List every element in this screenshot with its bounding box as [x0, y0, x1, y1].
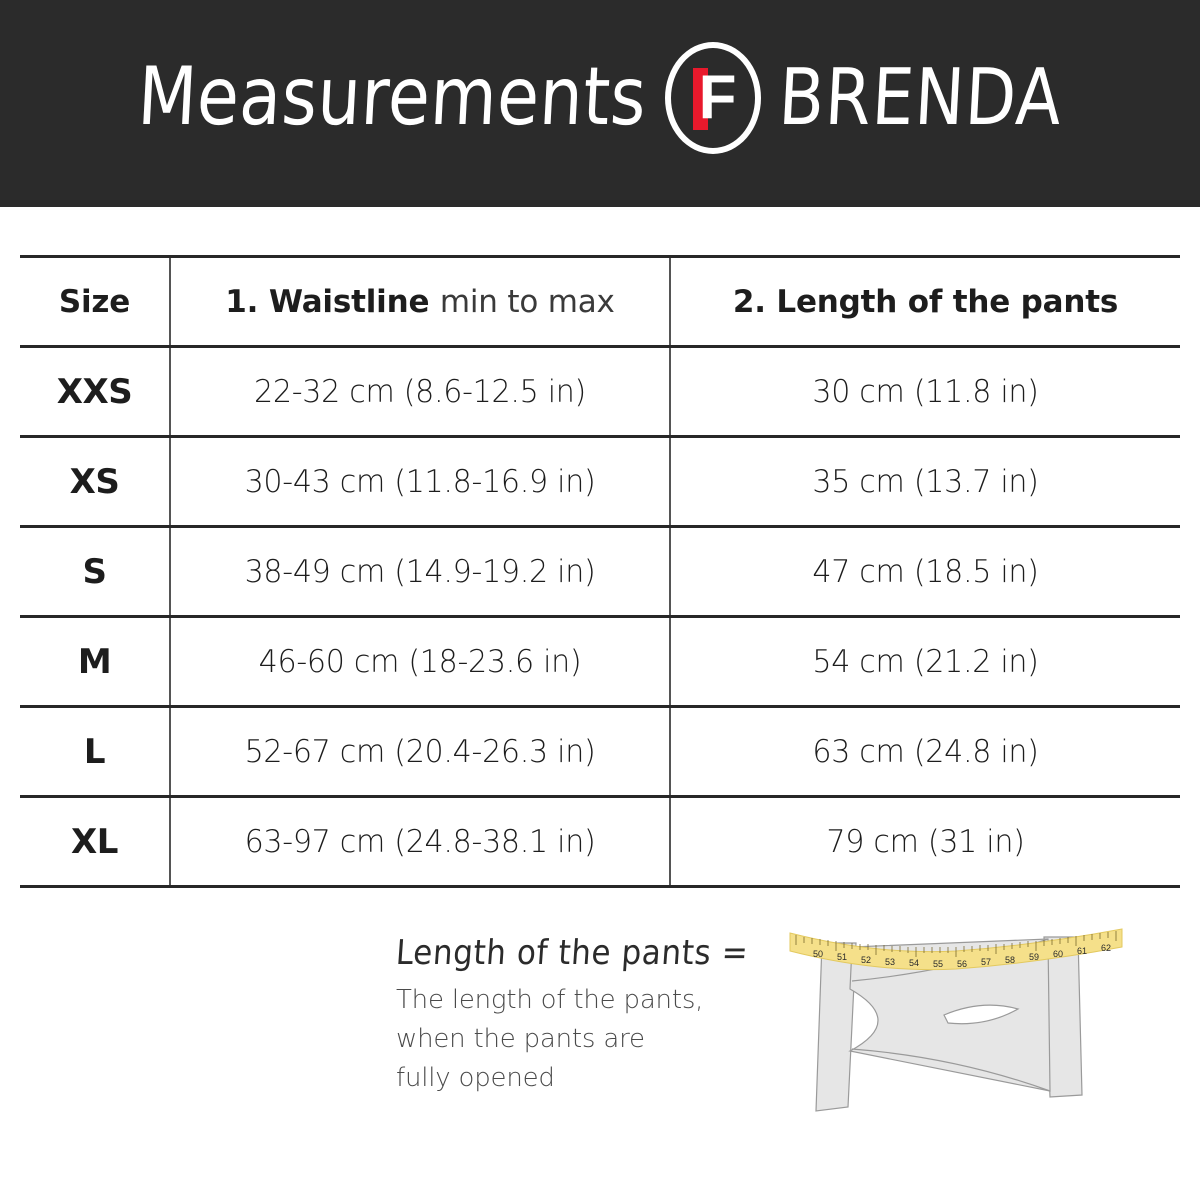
- table-row: XXS 22-32 cm (8.6-12.5 in) 30 cm (11.8 i…: [20, 345, 1180, 438]
- table-row: L 52-67 cm (20.4-26.3 in) 63 cm (24.8 in…: [20, 705, 1180, 798]
- tape-label: 50: [813, 949, 823, 959]
- tape-label: 59: [1029, 952, 1039, 962]
- table-header: Size 1. Waistline min to max 2. Length o…: [20, 255, 1180, 348]
- column-header-length: 2. Length of the pants: [669, 255, 1180, 348]
- cell-size: S: [20, 525, 170, 618]
- column-header-waistline-label: 1. Waistline: [225, 283, 430, 320]
- header-content: Measurements F BRENDA: [135, 41, 1065, 154]
- tape-label: 57: [981, 957, 991, 967]
- logo-letter: F: [698, 62, 737, 132]
- cell-length: 79 cm (31 in): [676, 795, 1173, 888]
- cell-length: 30 cm (11.8 in): [676, 345, 1173, 438]
- cell-size: M: [20, 615, 170, 708]
- table-row: XS 30-43 cm (11.8-16.9 in) 35 cm (13.7 i…: [20, 435, 1180, 528]
- pants-measurement-illustration: 50 51 52 53 54 55 56 57 58 59 60 61 62: [789, 928, 1123, 1112]
- logo-circle-icon: [664, 41, 761, 154]
- column-header-size: Size: [20, 255, 170, 348]
- length-note-line-3: fully opened: [396, 1063, 555, 1093]
- logo-red-bar: [692, 67, 708, 130]
- cell-waistline: 22-32 cm (8.6-12.5 in): [176, 345, 663, 438]
- cell-size: XXS: [20, 345, 170, 438]
- cell-waistline: 38-49 cm (14.9-19.2 in): [176, 525, 663, 618]
- brand-logo-icon: F: [664, 41, 761, 154]
- tape-label: 51: [837, 952, 847, 962]
- tape-label: 61: [1077, 946, 1087, 956]
- table-header-row: Size 1. Waistline min to max 2. Length o…: [20, 255, 1180, 348]
- tape-label: 53: [885, 957, 895, 967]
- tape-ticks: [795, 931, 1117, 957]
- tape-label: 62: [1101, 943, 1111, 953]
- garment-slot-opening: [943, 1004, 1020, 1025]
- column-header-size-label: Size: [58, 283, 131, 320]
- tape-label: 55: [933, 959, 943, 969]
- length-note-line-2: when the pants are: [396, 1024, 645, 1054]
- header-banner: Measurements F BRENDA: [0, 0, 1200, 207]
- table-body: XXS 22-32 cm (8.6-12.5 in) 30 cm (11.8 i…: [20, 345, 1180, 888]
- length-note-body: The length of the pants, when the pants …: [396, 981, 796, 1098]
- cell-length: 47 cm (18.5 in): [676, 525, 1173, 618]
- tape-label: 56: [957, 959, 967, 969]
- cell-size: L: [20, 705, 170, 798]
- cell-waistline: 63-97 cm (24.8-38.1 in): [176, 795, 663, 888]
- column-header-length-label: 2. Length of the pants: [732, 283, 1119, 320]
- cell-size: XS: [20, 435, 170, 528]
- length-note: Length of the pants = The length of the …: [394, 933, 796, 1098]
- table-row: XL 63-97 cm (24.8-38.1 in) 79 cm (31 in): [20, 795, 1180, 888]
- measurements-table: Size 1. Waistline min to max 2. Length o…: [20, 255, 1180, 888]
- table-row: M 46-60 cm (18-23.6 in) 54 cm (21.2 in): [20, 615, 1180, 708]
- cell-size: XL: [20, 795, 170, 888]
- tape-label: 54: [909, 958, 919, 968]
- tape-label: 58: [1005, 955, 1015, 965]
- column-header-waistline-sublabel: min to max: [439, 283, 615, 320]
- brand-name: BRENDA: [776, 51, 1065, 143]
- length-note-title: Length of the pants =: [394, 933, 750, 973]
- page-title: Measurements: [135, 50, 650, 144]
- cell-waistline: 30-43 cm (11.8-16.9 in): [176, 435, 663, 528]
- cell-length: 54 cm (21.2 in): [676, 615, 1173, 708]
- table-row: S 38-49 cm (14.9-19.2 in) 47 cm (18.5 in…: [20, 525, 1180, 618]
- cell-waistline: 46-60 cm (18-23.6 in): [176, 615, 663, 708]
- cell-waistline: 52-67 cm (20.4-26.3 in): [176, 705, 663, 798]
- tape-number-labels: 50 51 52 53 54 55 56 57 58 59 60 61 62: [813, 943, 1111, 969]
- length-note-line-1: The length of the pants,: [396, 985, 704, 1015]
- tape-label: 60: [1053, 949, 1063, 959]
- cell-length: 35 cm (13.7 in): [676, 435, 1173, 528]
- cell-length: 63 cm (24.8 in): [676, 705, 1173, 798]
- garment-lower-edge: [851, 1048, 1051, 1092]
- tape-label: 52: [861, 955, 871, 965]
- garment-left-leg: [815, 942, 857, 1112]
- column-header-waistline: 1. Waistline min to max: [169, 255, 670, 348]
- measuring-tape: [789, 928, 1123, 971]
